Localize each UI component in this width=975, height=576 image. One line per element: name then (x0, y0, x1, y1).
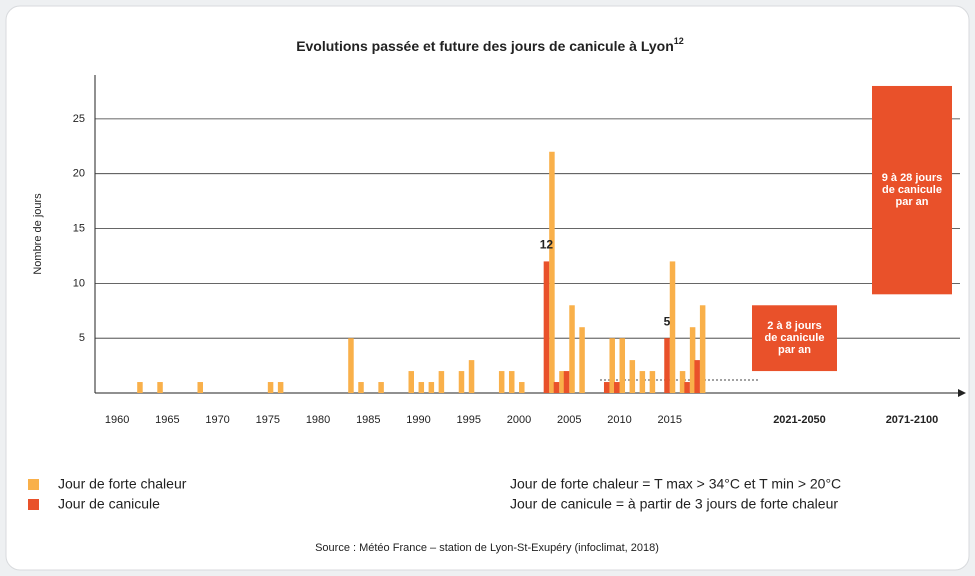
bar (569, 305, 575, 393)
data-label: 5 (664, 314, 671, 328)
legend-label: Jour de canicule (58, 496, 160, 512)
bar (669, 261, 676, 393)
bar (468, 360, 475, 393)
x-tick-label: 1980 (306, 414, 330, 426)
y-tick-label: 15 (73, 222, 85, 234)
projection-text: de canicule (765, 332, 825, 344)
projection-text: par an (895, 196, 928, 208)
title-note: 12 (674, 36, 684, 46)
projection-text: de canicule (882, 184, 942, 196)
bar (694, 360, 700, 393)
x-tick-label: 2010 (607, 414, 631, 426)
bar (498, 371, 505, 393)
y-tick-label: 25 (73, 113, 85, 125)
bar (684, 382, 690, 393)
data-label: 12 (540, 238, 554, 252)
bar (378, 382, 384, 393)
x-tick-label: 1970 (205, 414, 229, 426)
x-tick-label: 1985 (356, 414, 380, 426)
bar (664, 338, 670, 393)
bar (603, 382, 610, 393)
bar (277, 382, 284, 393)
bar (629, 360, 636, 393)
bar (438, 371, 445, 393)
bar (358, 382, 364, 393)
bar (563, 371, 570, 393)
y-tick-label: 20 (73, 168, 85, 180)
bar (559, 371, 565, 393)
bar (519, 382, 525, 393)
x-tick-label: 1995 (457, 414, 481, 426)
bar (157, 382, 163, 393)
x-tick-label: 1975 (256, 414, 280, 426)
x-tick-label: 2071-2100 (886, 414, 939, 426)
bar (619, 338, 626, 393)
bar (137, 382, 143, 393)
x-tick-label: 1965 (155, 414, 179, 426)
bar (699, 305, 706, 393)
bar (348, 338, 354, 393)
definition: Jour de canicule = à partir de 3 jours d… (510, 496, 838, 512)
definition: Jour de forte chaleur = T max > 34°C et … (510, 476, 841, 492)
title-text: Evolutions passée et future des jours de… (296, 38, 674, 54)
bar (267, 382, 274, 393)
bar (649, 371, 656, 393)
bar (418, 382, 425, 393)
bar (614, 382, 620, 393)
legend-swatch (28, 479, 39, 490)
y-tick-label: 5 (79, 332, 85, 344)
bar (428, 382, 435, 393)
projection-text: 2 à 8 jours (767, 320, 821, 332)
x-tick-label: 1990 (406, 414, 430, 426)
projection-box (752, 305, 837, 372)
x-tick-label: 2021-2050 (773, 414, 826, 426)
bar (553, 382, 560, 393)
bar (579, 327, 585, 393)
projection-box (872, 85, 952, 295)
bar (609, 338, 615, 393)
bar (549, 151, 555, 393)
x-tick-label: 2000 (507, 414, 531, 426)
bar (458, 371, 465, 393)
chart-title: Evolutions passée et future des jours de… (296, 36, 684, 53)
bar (689, 327, 696, 393)
legend-label: Jour de forte chaleur (58, 476, 187, 492)
bar (543, 261, 550, 393)
y-tick-label: 10 (73, 277, 85, 289)
x-tick-label: 2015 (658, 414, 682, 426)
bar (679, 371, 686, 393)
axis-arrow (958, 389, 966, 397)
source: Source : Météo France – station de Lyon-… (315, 542, 659, 554)
x-tick-label: 2005 (557, 414, 581, 426)
x-tick-label: 1960 (105, 414, 129, 426)
legend-swatch (28, 499, 39, 510)
bar (197, 382, 203, 393)
y-axis-label: Nombre de jours (32, 193, 44, 275)
projection-text: 9 à 28 jours (882, 172, 943, 184)
bar (408, 371, 414, 393)
card (5, 5, 970, 571)
bar (639, 371, 646, 393)
projection-text: par an (778, 344, 811, 356)
bar (508, 371, 515, 393)
